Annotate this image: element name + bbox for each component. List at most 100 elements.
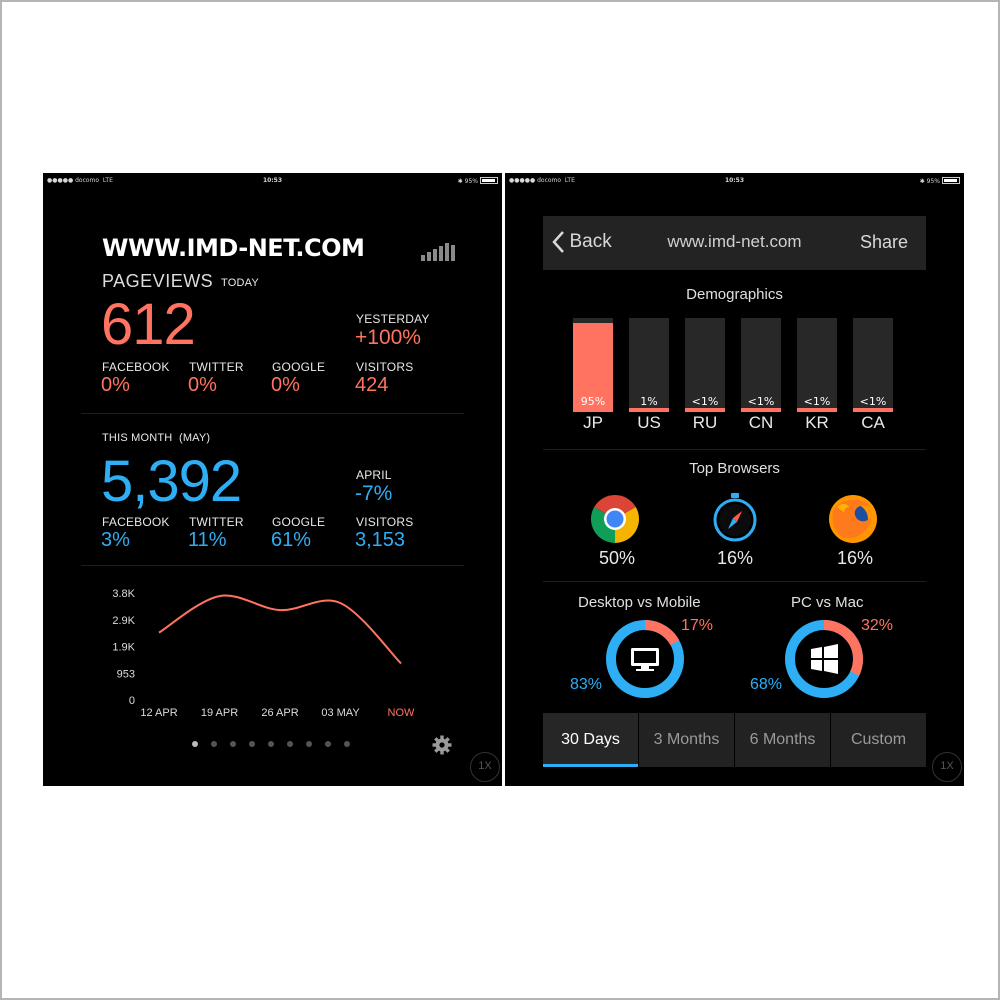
divider [81,565,464,566]
share-button[interactable]: Share [859,232,908,252]
demographic-bar-ca: <1% [853,318,893,412]
x-tick-label: 12 APR [140,707,177,719]
clock-label: 10:53 [262,177,283,184]
mobile-ring [606,620,684,698]
firefox-icon [829,495,877,543]
demographic-pct-label: <1% [747,395,775,408]
demographics-title: Demographics [686,286,783,303]
demographic-pct-label: <1% [859,395,887,408]
demographic-pct-label: 95% [580,395,606,408]
demographic-pct-label: <1% [803,395,831,408]
pc-vs-mac-title: PC vs Mac [791,594,864,611]
bluetooth-icon: ✱ [919,178,925,185]
month-twitter-label: TWITTER [189,515,244,529]
gear-icon[interactable] [432,735,452,755]
bluetooth-icon: ✱ [457,178,463,185]
page-dot[interactable] [287,741,293,747]
desktop-vs-mobile-title: Desktop vs Mobile [578,594,701,611]
page-dot[interactable] [268,741,274,747]
donut-charts [606,620,863,698]
pageviews-screen: ●●●●● docomo LTE 10:53 ✱ 95% WWW.IMD-NET… [43,173,502,786]
page-dot[interactable] [344,741,350,747]
april-label: APRIL [356,468,392,482]
date-range-tabs: 30 Days 3 Months 6 Months Custom [543,713,926,767]
pc-share: 68% [750,676,783,693]
month-facebook-label: FACEBOOK [102,515,170,529]
chrome-share: 50% [599,548,636,568]
month-visitors-label: VISITORS [356,515,414,529]
today-visitors-label: VISITORS [356,360,414,374]
details-screen: ●●●●● docomo LTE 10:53 ✱ 95% Back www.im… [505,173,964,786]
demographic-country-label: KR [805,413,829,432]
demographic-bar-jp: 95% [573,318,613,412]
top-browsers-title: Top Browsers [689,460,780,477]
divider [543,449,926,450]
month-facebook-value: 3% [101,529,130,551]
active-tab-indicator [543,764,638,767]
carrier-label: ●●●●● docomo [47,177,100,184]
demographic-country-label: RU [692,413,718,432]
month-google-label: GOOGLE [272,515,326,529]
page-dot[interactable] [249,741,255,747]
yesterday-change-value: +100% [355,326,421,349]
y-tick-label: 1.9K [112,642,135,654]
back-button[interactable]: Back [551,230,612,256]
page-dot[interactable] [306,741,312,747]
tab-3-months[interactable]: 3 Months [639,713,734,767]
month-google-value: 61% [271,529,312,551]
today-label: TODAY [221,277,259,289]
demographic-pct-label: <1% [691,395,719,408]
month-visitors-value: 3,153 [355,529,406,551]
firefox-share: 16% [837,548,874,568]
magnify-1x-button[interactable]: 1X [470,752,500,782]
network-label: LTE [102,177,113,184]
today-visitors-value: 424 [355,374,389,396]
demographic-bar-fill [853,408,893,412]
demographic-country-label: JP [583,413,603,432]
magnify-1x-button[interactable]: 1X [932,752,962,782]
pageviews-label: PAGEVIEWS [102,271,214,291]
back-label: Back [569,231,612,252]
mobile-share: 17% [681,617,714,634]
month-twitter-value: 11% [188,529,227,551]
mac-ring [785,620,863,698]
april-change-value: -7% [355,482,393,505]
status-bar: ●●●●● docomo LTE 10:53 ✱ 95% [43,173,502,187]
pageviews-series-line [158,594,402,665]
tab-label: 3 Months [653,731,720,748]
demographic-bar-fill [573,323,613,412]
clock-label: 10:53 [724,177,745,184]
tab-30-days[interactable]: 30 Days [543,713,638,767]
tab-custom[interactable]: Custom [831,713,926,767]
monitor-icon [631,648,659,671]
today-facebook-value: 0% [101,374,130,396]
demographic-bar-fill [741,408,781,412]
demographic-bar-ru: <1% [685,318,725,412]
demographic-country-label: CN [748,413,774,432]
navigation-bar: Back www.imd-net.com Share [543,216,926,270]
status-bar: ●●●●● docomo LTE 10:53 ✱ 95% [505,173,964,187]
yesterday-label: YESTERDAY [356,312,430,326]
demographic-bar-fill [629,408,669,412]
x-tick-label: 03 MAY [321,707,360,719]
page-dot[interactable] [192,741,198,747]
tab-6-months[interactable]: 6 Months [735,713,830,767]
month-pageviews-value: 5,392 [101,449,242,514]
mac-share: 32% [861,617,894,634]
divider [543,581,926,582]
today-pageviews-value: 612 [101,292,196,357]
page-dot[interactable] [230,741,236,747]
site-title: WWW.IMD-NET.COM [102,234,365,262]
x-tick-label: 26 APR [261,707,298,719]
carrier-label: ●●●●● docomo [509,177,562,184]
chrome-icon [590,495,640,543]
battery-icon [480,177,498,184]
network-label: LTE [564,177,575,184]
demographic-country-label: CA [861,413,885,432]
signal-bars-icon[interactable] [421,241,455,261]
page-dot[interactable] [325,741,331,747]
y-tick-label: 2.9K [112,615,135,627]
page-dot[interactable] [211,741,217,747]
chevron-left-icon [552,231,564,253]
